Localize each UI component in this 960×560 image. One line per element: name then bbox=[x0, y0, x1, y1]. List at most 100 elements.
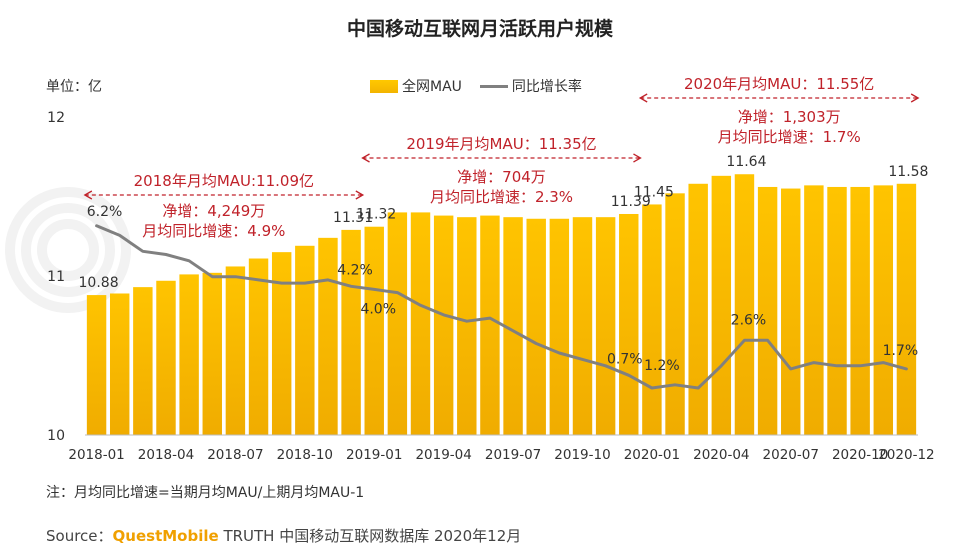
bar bbox=[457, 217, 477, 435]
x-tick-label: 2018-01 bbox=[68, 447, 124, 463]
bar bbox=[364, 226, 384, 435]
x-tick-label: 2018-07 bbox=[207, 447, 263, 463]
x-tick-label: 2020-01 bbox=[624, 447, 680, 463]
x-tick-label: 2019-10 bbox=[554, 447, 610, 463]
bracket-right-arrow bbox=[633, 153, 642, 163]
watermark-ring bbox=[37, 219, 99, 281]
line-value-label: 4.2% bbox=[337, 262, 373, 278]
bar bbox=[781, 188, 801, 435]
bar bbox=[711, 175, 732, 435]
legend: 全网MAU 同比增长率 bbox=[370, 76, 582, 96]
bar bbox=[295, 245, 315, 435]
bracket-right-arrow bbox=[910, 93, 920, 103]
line-value-label: 2.6% bbox=[731, 312, 767, 328]
bracket-right-arrow bbox=[355, 190, 365, 200]
chart-title: 中国移动互联网月活跃用户规模 bbox=[346, 18, 613, 40]
legend-item-line: 同比增长率 bbox=[479, 76, 582, 96]
bar bbox=[86, 295, 107, 435]
x-tick-label: 2020-04 bbox=[693, 447, 749, 463]
bar bbox=[503, 217, 523, 435]
bar bbox=[595, 217, 616, 435]
footnote: 注：月均同比增速=当期月均MAU/上期月均MAU-1 bbox=[46, 485, 365, 501]
legend-line-swatch bbox=[479, 84, 508, 88]
bar bbox=[156, 280, 176, 435]
period-net-increase: 净增：1,303万 bbox=[738, 108, 841, 126]
bar bbox=[202, 272, 222, 435]
bar bbox=[665, 193, 685, 435]
bar bbox=[109, 293, 130, 435]
source-brand: QuestMobile bbox=[112, 527, 219, 545]
bar bbox=[433, 215, 454, 435]
line-value-label: 1.7% bbox=[883, 343, 919, 359]
growth-rate-line bbox=[95, 224, 908, 390]
line-value-label: 0.7% bbox=[607, 351, 643, 367]
bar bbox=[827, 186, 847, 435]
bar bbox=[526, 218, 546, 435]
x-tick-label: 2019-07 bbox=[485, 447, 541, 463]
bar bbox=[225, 266, 246, 435]
legend-bar-swatch bbox=[370, 79, 398, 93]
bar bbox=[410, 212, 431, 435]
line-value-label: 1.2% bbox=[644, 358, 680, 374]
period-header: 2020年月均MAU：11.55亿 bbox=[684, 75, 874, 93]
bar-value-label: 11.64 bbox=[726, 154, 766, 170]
bar bbox=[549, 218, 570, 435]
x-tick-label: 2018-10 bbox=[277, 447, 333, 463]
x-tick-label: 2018-04 bbox=[138, 447, 194, 463]
bar bbox=[734, 174, 755, 436]
source-prefix: Source： bbox=[46, 527, 113, 545]
watermark-ring bbox=[5, 187, 131, 313]
bar bbox=[896, 183, 917, 435]
bar bbox=[873, 185, 894, 435]
bar bbox=[757, 186, 778, 435]
bar bbox=[850, 186, 870, 435]
bar bbox=[248, 258, 269, 435]
unit-label: 单位：亿 bbox=[46, 79, 102, 95]
bracket-left-arrow bbox=[361, 153, 370, 163]
period-net-increase: 净增：4,249万 bbox=[162, 202, 265, 220]
bar-value-label: 11.45 bbox=[634, 184, 674, 200]
bar-value-label: 11.58 bbox=[888, 164, 928, 180]
bar bbox=[480, 215, 500, 435]
period-net-increase: 净增：704万 bbox=[457, 168, 546, 186]
bracket-left-arrow bbox=[638, 93, 648, 103]
source-suffix: TRUTH 中国移动互联网数据库 2020年12月 bbox=[218, 527, 522, 545]
bar bbox=[387, 212, 408, 435]
bar-value-label: 11.39 bbox=[611, 194, 651, 210]
period-growth: 月均同比增速：2.3% bbox=[430, 188, 573, 206]
line-value-label: 6.2% bbox=[87, 204, 123, 220]
x-tick-label: 2020-07 bbox=[763, 447, 819, 463]
period-growth: 月均同比增速：1.7% bbox=[718, 128, 861, 146]
y-tick-label: 10 bbox=[47, 428, 65, 444]
bar bbox=[179, 274, 199, 435]
y-tick-label: 12 bbox=[47, 110, 65, 126]
bar bbox=[271, 252, 292, 435]
bar-value-label: 11.32 bbox=[356, 207, 396, 223]
x-tick-label: 2019-04 bbox=[415, 447, 471, 463]
legend-line-label: 同比增长率 bbox=[511, 79, 582, 95]
legend-item-bar: 全网MAU bbox=[370, 76, 462, 96]
bar bbox=[688, 183, 708, 435]
watermark-ring bbox=[21, 203, 115, 297]
bar-value-label: 11.31 bbox=[333, 210, 373, 226]
y-tick-label: 11 bbox=[47, 269, 65, 285]
x-tick-label: 2019-01 bbox=[346, 447, 402, 463]
period-header: 2019年月均MAU：11.35亿 bbox=[406, 135, 596, 153]
line-value-label: 4.0% bbox=[360, 301, 396, 317]
bar bbox=[133, 287, 153, 435]
bracket-left-arrow bbox=[83, 190, 93, 200]
bar bbox=[318, 237, 338, 435]
period-header: 2018年月均MAU:11.09亿 bbox=[134, 172, 314, 190]
bar bbox=[804, 185, 824, 435]
x-tick-label: 2020-10 bbox=[832, 447, 888, 463]
bar bbox=[341, 229, 361, 435]
source-line: Source：QuestMobile TRUTH 中国移动互联网数据库 2020… bbox=[46, 525, 521, 546]
bar bbox=[619, 213, 639, 435]
bar-value-label: 10.88 bbox=[79, 275, 119, 291]
bar bbox=[642, 204, 662, 435]
period-growth: 月均同比增速：4.9% bbox=[142, 222, 285, 240]
x-tick-label: 2020-12 bbox=[878, 447, 934, 463]
bar bbox=[572, 217, 593, 435]
legend-bar-label: 全网MAU bbox=[402, 79, 462, 95]
